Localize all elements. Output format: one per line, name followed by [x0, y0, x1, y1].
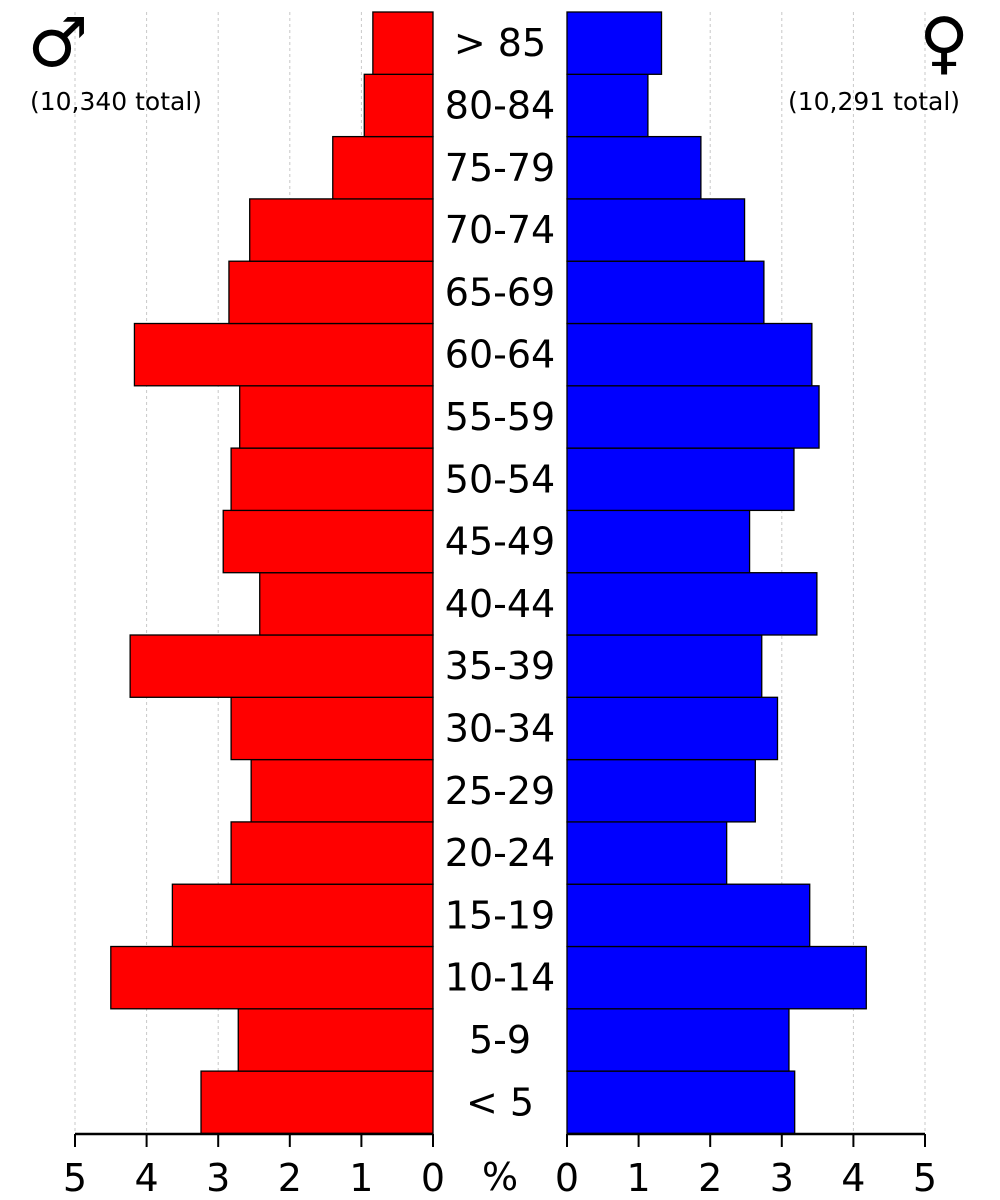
male-bar [133, 322, 434, 387]
male-tick-label: 1 [349, 1156, 373, 1200]
female-bar [566, 260, 765, 325]
female-tick-label: 2 [698, 1156, 722, 1200]
male-bar [200, 1070, 434, 1135]
female-tick-label: 5 [913, 1156, 937, 1200]
male-symbol-icon: ♂ [28, 4, 89, 83]
female-bar [566, 945, 867, 1010]
age-group-label: 45-49 [445, 520, 555, 564]
female-tick-label: 1 [627, 1156, 651, 1200]
male-tick-label: 4 [135, 1156, 159, 1200]
age-group-label: > 85 [454, 21, 546, 65]
male-total-label: (10,340 total) [30, 87, 202, 116]
age-group-label: 10-14 [445, 956, 555, 1000]
age-group-label: 75-79 [445, 146, 555, 190]
male-tick-label: 0 [421, 1156, 445, 1200]
male-bar [230, 447, 434, 512]
female-bar [566, 1008, 790, 1072]
male-bar [332, 135, 434, 200]
age-group-label: 20-24 [445, 831, 555, 875]
age-group-label: 40-44 [445, 582, 555, 626]
female-bar [566, 73, 649, 138]
percent-unit-label: % [482, 1155, 518, 1199]
female-bar [566, 11, 663, 75]
age-group-label: 30-34 [445, 706, 555, 750]
female-bar [566, 696, 779, 761]
age-group-label: 35-39 [445, 644, 555, 688]
male-bar [228, 260, 434, 325]
male-bar [230, 821, 434, 885]
age-group-label: 65-69 [445, 270, 555, 314]
male-bar [239, 385, 434, 449]
female-tick-label: 3 [770, 1156, 794, 1200]
male-bar [110, 945, 434, 1010]
female-tick-label: 4 [841, 1156, 865, 1200]
age-group-labels: < 5 5-9 10-14 15-19 20-24 25-29 30-34 35-39 40-4… [445, 21, 555, 1124]
male-bar [249, 198, 434, 262]
female-bar [566, 572, 818, 636]
female-tick-label: 0 [555, 1156, 579, 1200]
x-ticks: 0 0 1 1 2 2 3 3 4 4 5 5 [63, 1134, 937, 1200]
male-bar [237, 1008, 434, 1072]
male-tick-label: 2 [278, 1156, 302, 1200]
female-bar [566, 509, 751, 574]
age-group-label: 25-29 [445, 769, 555, 813]
female-bar [566, 821, 728, 885]
male-bar [222, 509, 434, 574]
age-group-label: < 5 [466, 1080, 534, 1124]
male-tick-label: 5 [63, 1156, 87, 1200]
female-bar [566, 447, 795, 512]
male-tick-label: 3 [206, 1156, 230, 1200]
female-symbol-icon: ♀ [919, 4, 969, 83]
female-bar [566, 883, 811, 948]
age-group-label: 80-84 [445, 83, 555, 127]
age-group-label: 5-9 [469, 1018, 531, 1062]
female-total-label: (10,291 total) [788, 87, 960, 116]
age-group-label: 50-54 [445, 457, 555, 501]
female-bars [566, 11, 867, 1135]
female-bar [566, 135, 702, 200]
age-group-label: 15-19 [445, 893, 555, 937]
female-bar [566, 1070, 796, 1135]
female-bar [566, 634, 763, 698]
female-bar [566, 758, 756, 823]
male-bar [372, 11, 434, 75]
male-bar [129, 634, 434, 698]
male-bar [250, 758, 434, 823]
male-bar [230, 696, 434, 761]
male-bar [363, 73, 434, 138]
female-bar [566, 322, 813, 387]
female-bar [566, 385, 820, 449]
age-group-label: 55-59 [445, 395, 555, 439]
male-bar [259, 572, 434, 636]
male-bar [171, 883, 434, 948]
age-group-label: 60-64 [445, 333, 555, 377]
female-bar [566, 198, 746, 262]
male-bars [110, 11, 434, 1135]
age-group-label: 70-74 [445, 208, 555, 252]
